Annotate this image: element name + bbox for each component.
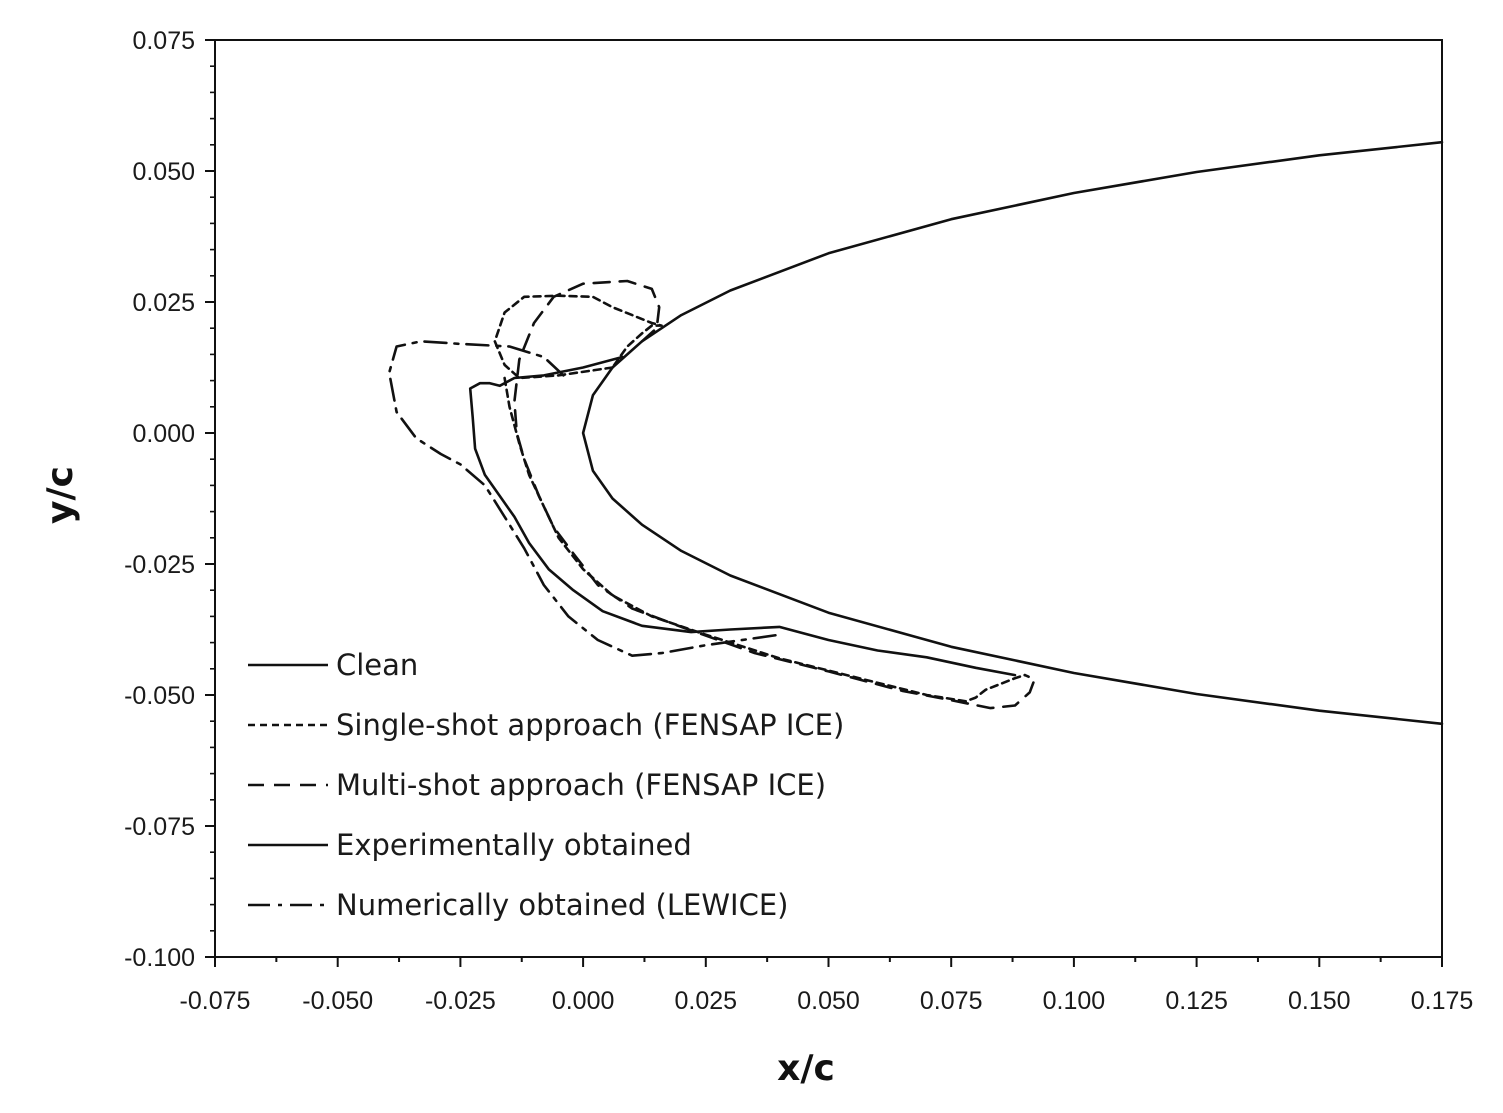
x-tick-label: -0.050 — [302, 987, 373, 1015]
series-line-numerically-obtained-lewice — [387, 340, 781, 657]
ticks-layer: -0.075 -0.050 -0.025 0.000 0.025 0.050 0.075 0.… — [124, 27, 1473, 1015]
x-tick-label: 0.100 — [1043, 987, 1106, 1015]
series-line-experimentally-obtained — [468, 355, 1017, 677]
x-tick-label: 0.075 — [920, 987, 983, 1015]
plot-frame — [214, 39, 1443, 958]
x-tick-label: 0.025 — [675, 987, 738, 1015]
y-tick-label: 0.075 — [132, 27, 195, 55]
x-tick-label: 0.050 — [797, 987, 860, 1015]
x-tick-label: -0.025 — [425, 987, 496, 1015]
x-axis-title: x/c — [777, 1048, 835, 1089]
legend-label-numerically-obtained-lewice: Numerically obtained (LEWICE) — [336, 888, 788, 922]
series-line-single-shot-approach-fensap-ice-lower — [503, 376, 1027, 703]
legend: Clean Single-shot approach (FENSAP ICE) Mu… — [248, 648, 844, 922]
series-line-clean — [581, 140, 1444, 726]
legend-label-experimentally-obtained: Experimentally obtained — [336, 828, 692, 862]
series-line-multi-shot-approach-fensap-ice — [513, 279, 1036, 710]
y-axis-title: y/c — [40, 466, 81, 524]
x-tick-label: 0.125 — [1165, 987, 1228, 1015]
legend-label-clean: Clean — [336, 648, 418, 682]
y-tick-label: -0.050 — [124, 682, 195, 710]
legend-label-single-shot-approach-fensap-ice: Single-shot approach (FENSAP ICE) — [336, 708, 844, 742]
y-tick-label: 0.000 — [132, 420, 195, 448]
legend-label-multi-shot-approach-fensap-ice: Multi-shot approach (FENSAP ICE) — [336, 768, 826, 802]
x-tick-label: 0.175 — [1411, 987, 1474, 1015]
series-layer — [387, 140, 1444, 726]
y-tick-label: 0.050 — [132, 158, 195, 186]
x-tick-label: -0.075 — [180, 987, 251, 1015]
y-tick-label: 0.025 — [132, 289, 195, 317]
y-tick-label: -0.075 — [124, 813, 195, 841]
y-tick-label: -0.025 — [124, 551, 195, 579]
y-tick-label: -0.100 — [124, 944, 195, 972]
series-line-single-shot-approach-fensap-ice — [493, 294, 663, 380]
x-tick-label: 0.150 — [1288, 987, 1351, 1015]
x-tick-label: 0.000 — [552, 987, 615, 1015]
